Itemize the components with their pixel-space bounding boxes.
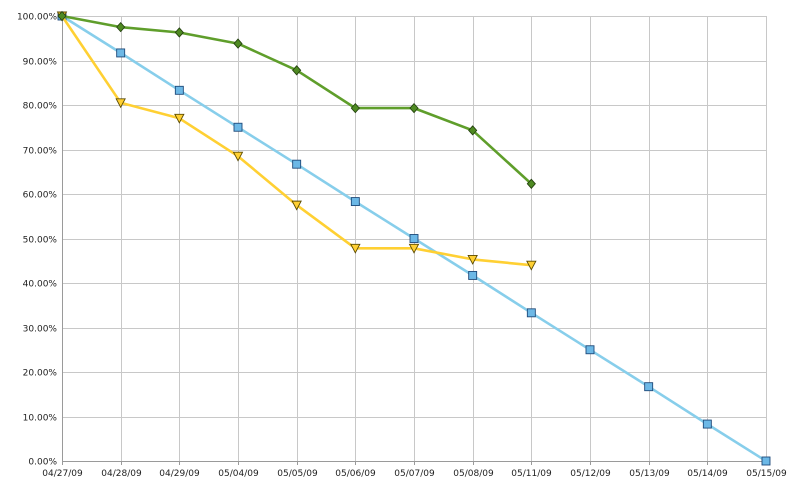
square-marker [644,382,654,392]
series-line [60,14,533,267]
y-tick-label: 100.00% [17,13,57,23]
x-tick-label: 05/14/09 [687,469,728,479]
y-tick-label: 60.00% [23,191,58,201]
x-tick-label: 05/12/09 [570,469,611,479]
y-tick-label: 20.00% [23,369,58,379]
series [56,10,771,466]
square-marker [292,159,302,169]
triangle-marker [232,151,244,162]
diamond-marker [350,102,360,114]
triangle-marker [291,200,302,211]
square-marker [350,197,360,207]
square-marker [116,48,126,58]
x-tick-label: 05/05/09 [277,469,318,479]
x-tick-label: 05/13/09 [629,469,670,479]
x-tick-labels: 04/27/09 04/28/09 04/29/09 05/04/09 05/05/09… [42,469,787,479]
diamond-marker [233,38,243,49]
triangle-marker [408,243,420,254]
x-tick-label: 05/07/09 [394,469,435,479]
y-tick-labels: 0.00% 10.00% 20.00% 30.00% 40.00% 50.00% 60.00… [17,13,57,468]
diamond-marker [409,102,419,114]
square-marker [233,122,243,132]
square-marker [702,419,712,429]
y-tick-label: 30.00% [23,325,58,335]
y-tick-label: 90.00% [23,58,58,68]
square-marker [174,85,184,95]
y-tick-label: 10.00% [23,414,58,424]
x-tick-label: 04/28/09 [101,469,142,479]
diamond-marker [526,178,536,189]
x-tick-label: 05/15/09 [746,469,787,479]
x-tick-label: 04/29/09 [159,469,200,479]
y-tick-label: 40.00% [23,280,58,290]
x-tick-label: 05/11/09 [511,469,552,479]
triangle-marker [350,243,361,254]
square-marker [409,234,419,243]
y-tick-label: 80.00% [23,102,58,112]
triangle-marker [115,98,126,109]
y-tick-label: 70.00% [23,147,58,157]
triangle-marker [526,260,537,271]
square-marker [526,308,536,318]
x-tick-label: 05/06/09 [335,469,376,479]
y-tick-label: 0.00% [28,458,57,468]
series-diamond [57,10,536,189]
square-marker [761,456,771,466]
x-tick-label: 05/08/09 [453,469,494,479]
diamond-marker [174,27,184,38]
axes [62,16,767,465]
triangle-marker [467,254,478,265]
diamond-marker [468,125,478,136]
diamond-marker [57,10,67,22]
x-tick-label: 04/27/09 [42,469,83,479]
x-tick-label: 05/04/09 [218,469,259,479]
series-line [60,14,533,186]
square-marker [585,345,595,355]
diamond-marker [292,65,302,76]
diamond-marker [116,21,126,33]
y-tick-label: 50.00% [23,236,58,246]
square-marker [468,270,478,280]
series-triangle-down [56,11,537,271]
triangle-marker [174,113,185,124]
